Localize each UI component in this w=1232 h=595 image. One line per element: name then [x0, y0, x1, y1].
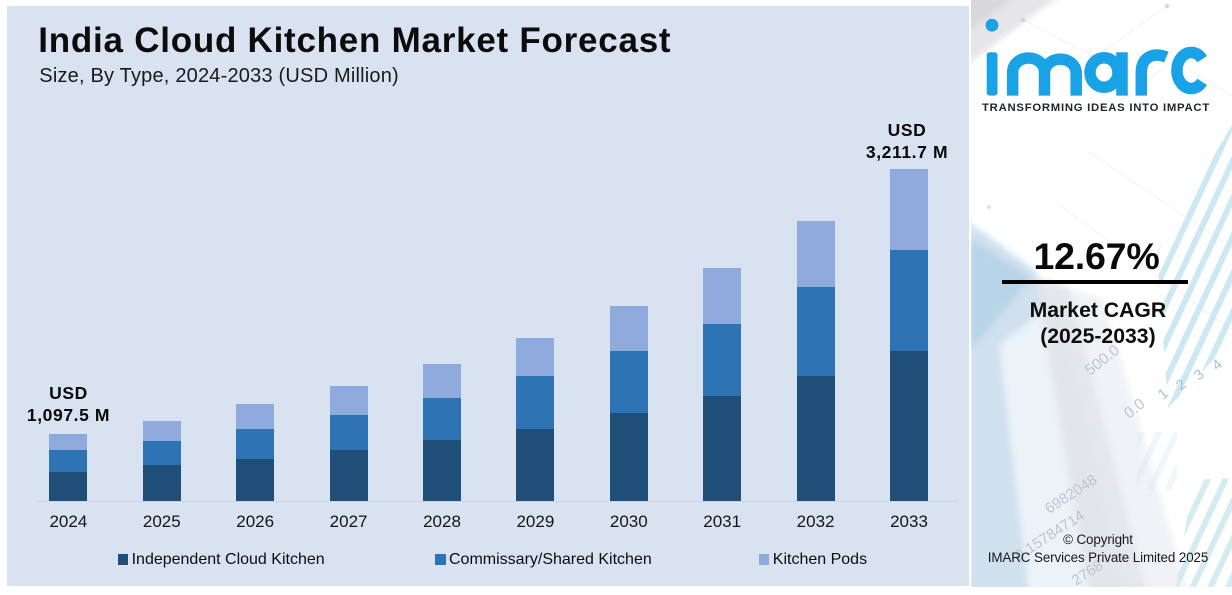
svg-text:4: 4: [1209, 357, 1225, 374]
svg-text:3: 3: [1191, 367, 1207, 384]
